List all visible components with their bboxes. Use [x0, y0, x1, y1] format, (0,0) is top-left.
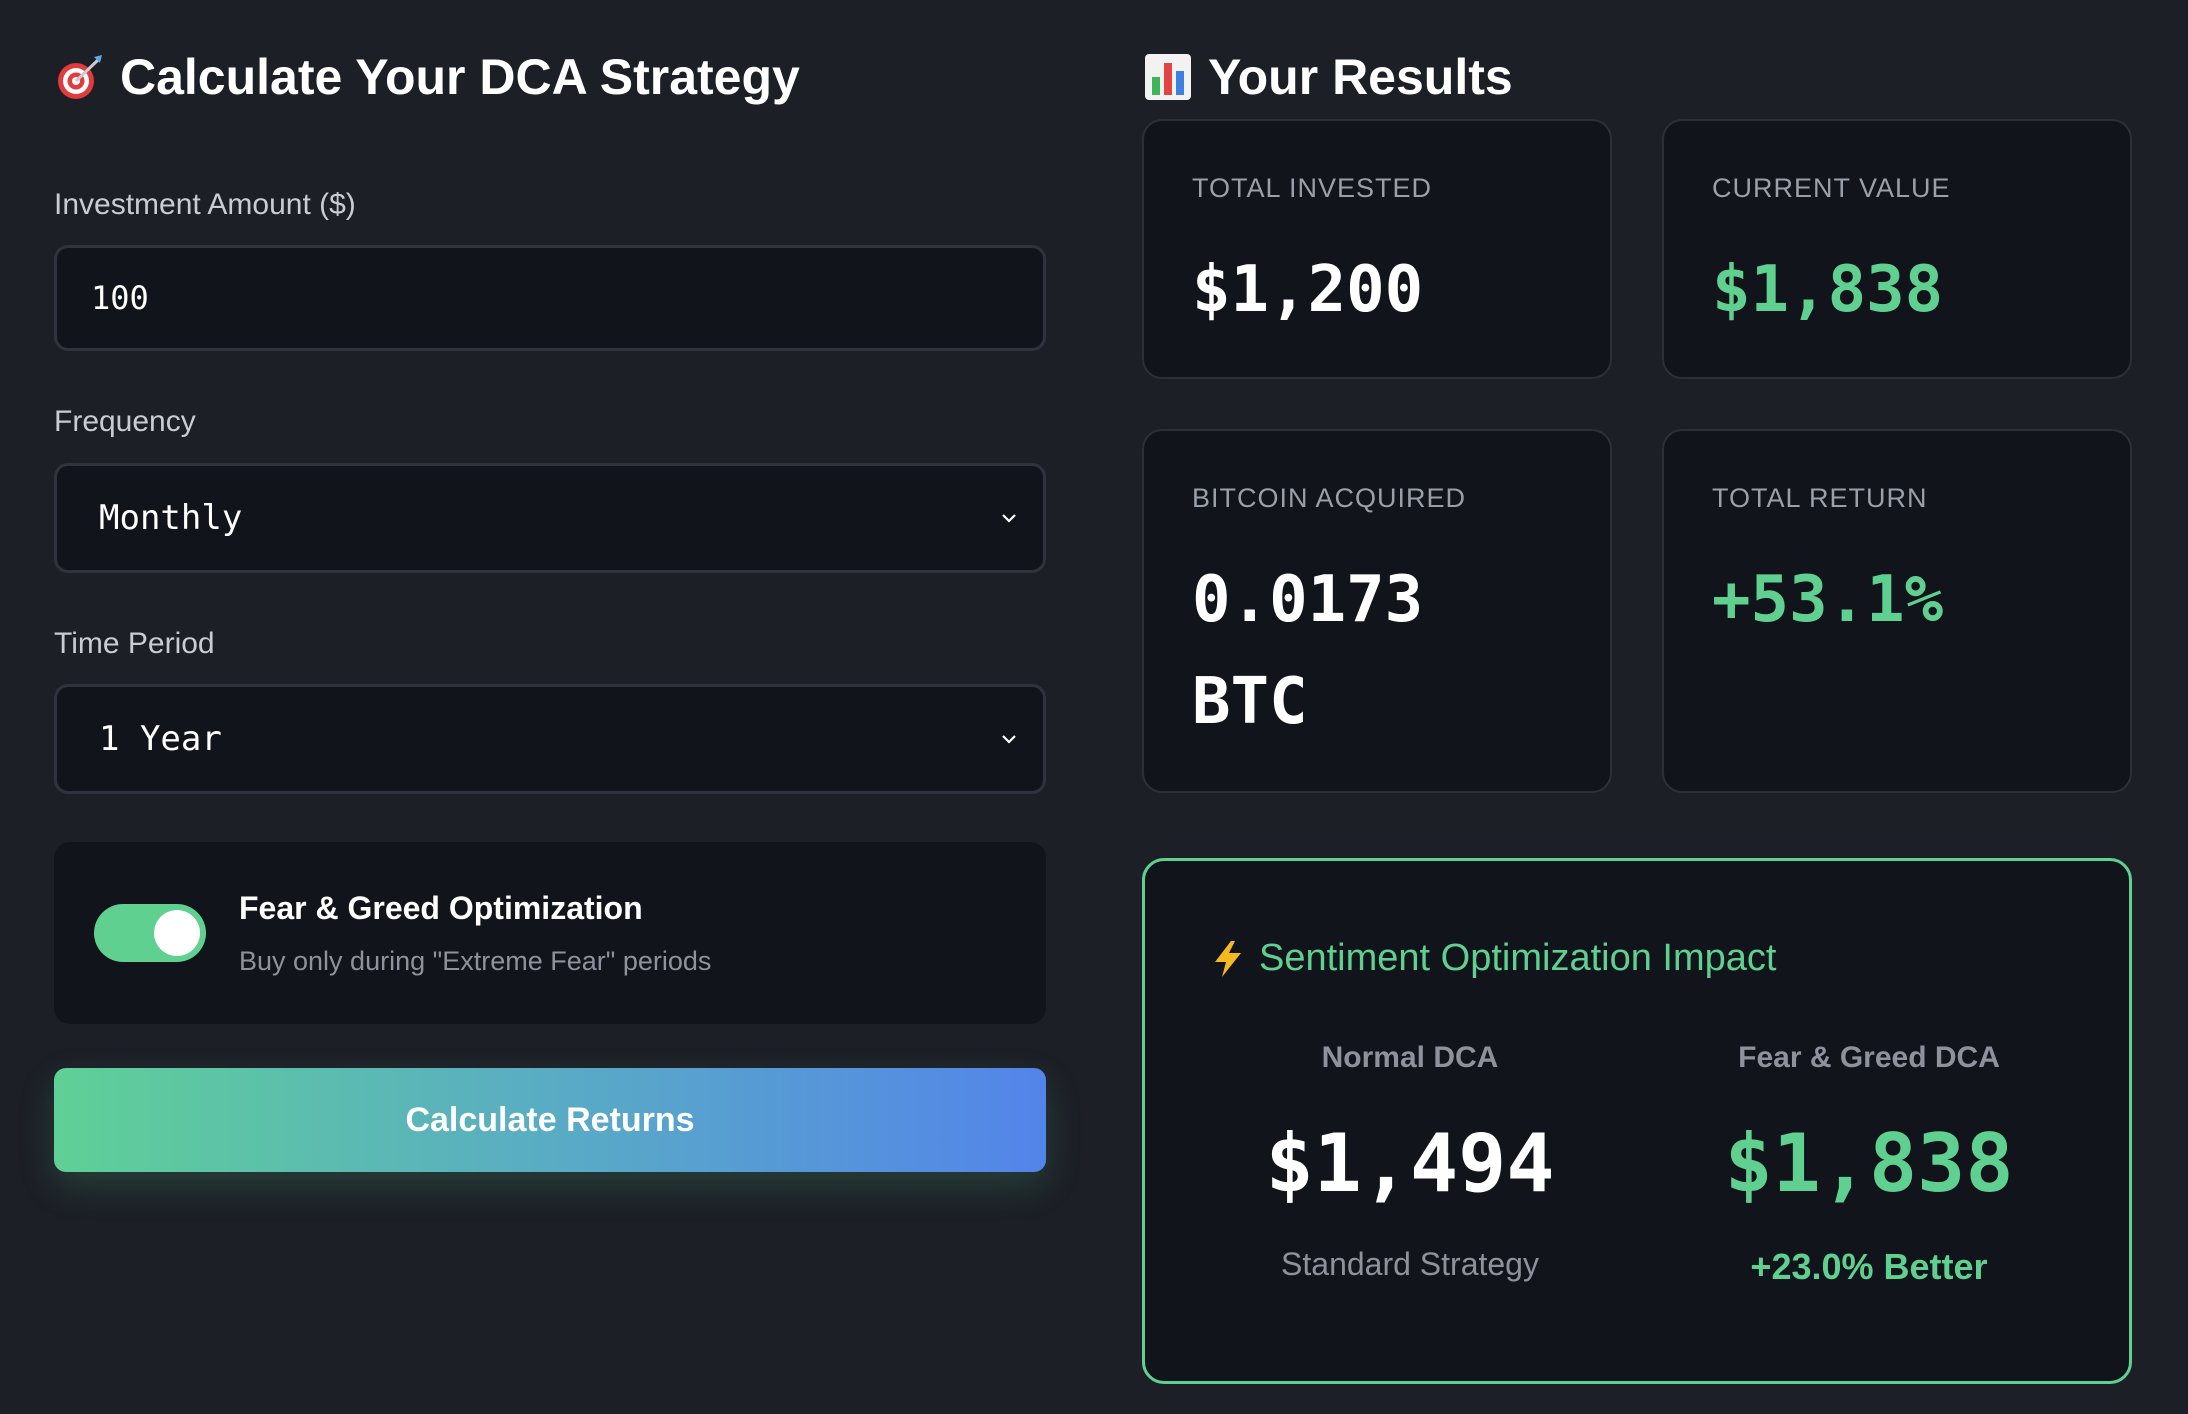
investment-amount-value: 100 — [91, 279, 149, 317]
normal-dca-value: $1,494 — [1265, 1117, 1555, 1210]
bar-chart-icon — [1145, 54, 1191, 100]
target-icon — [58, 55, 102, 99]
fear-greed-dca-column: Fear & Greed DCA $1,838 +23.0% Better — [1659, 1041, 2079, 1288]
fear-greed-toggle-subtitle: Buy only during "Extreme Fear" periods — [239, 946, 712, 976]
total-invested-card: TOTAL INVESTED $1,200 — [1142, 119, 1612, 379]
sentiment-impact-title-text: Sentiment Optimization Impact — [1259, 937, 1777, 979]
time-period-select[interactable]: 1 Year — [54, 684, 1046, 794]
calculate-returns-button[interactable]: Calculate Returns — [54, 1068, 1046, 1172]
time-period-selected-value: 1 Year — [99, 719, 222, 759]
time-period-label: Time Period — [54, 627, 215, 660]
results-title: Your Results — [1142, 48, 1513, 106]
total-return-value: +53.1% — [1712, 563, 1944, 637]
chevron-down-icon — [1002, 514, 1016, 523]
total-return-label: TOTAL RETURN — [1712, 483, 1928, 513]
fear-greed-toggle-title: Fear & Greed Optimization — [239, 890, 643, 926]
sentiment-impact-title: Sentiment Optimization Impact — [1211, 937, 1776, 980]
fear-greed-dca-improvement: +23.0% Better — [1750, 1246, 1988, 1287]
chevron-down-icon — [1002, 735, 1016, 744]
frequency-label: Frequency — [54, 405, 196, 438]
total-return-card: TOTAL RETURN +53.1% — [1662, 429, 2132, 793]
bitcoin-acquired-card: BITCOIN ACQUIRED 0.0173 BTC — [1142, 429, 1612, 793]
current-value-card: CURRENT VALUE $1,838 — [1662, 119, 2132, 379]
frequency-selected-value: Monthly — [99, 498, 243, 538]
normal-dca-column: Normal DCA $1,494 Standard Strategy — [1200, 1041, 1620, 1283]
fear-greed-dca-heading: Fear & Greed DCA — [1738, 1041, 2000, 1074]
fear-greed-option-card: Fear & Greed Optimization Buy only durin… — [54, 842, 1046, 1024]
current-value-label: CURRENT VALUE — [1712, 173, 1951, 203]
frequency-select[interactable]: Monthly — [54, 463, 1046, 573]
bitcoin-acquired-label: BITCOIN ACQUIRED — [1192, 483, 1467, 513]
results-title-text: Your Results — [1208, 49, 1513, 105]
investment-amount-input[interactable]: 100 — [54, 245, 1046, 351]
total-invested-value: $1,200 — [1192, 253, 1424, 327]
calculator-title-text: Calculate Your DCA Strategy — [120, 49, 800, 105]
current-value-value: $1,838 — [1712, 253, 1944, 327]
normal-dca-caption: Standard Strategy — [1281, 1246, 1539, 1282]
sentiment-impact-card: Sentiment Optimization Impact Normal DCA… — [1142, 858, 2132, 1384]
calculator-title: Calculate Your DCA Strategy — [54, 48, 800, 106]
fear-greed-toggle[interactable] — [94, 904, 206, 962]
bitcoin-acquired-value: 0.0173 BTC — [1192, 563, 1424, 739]
investment-amount-label: Investment Amount ($) — [54, 188, 356, 221]
normal-dca-heading: Normal DCA — [1321, 1041, 1499, 1074]
total-invested-label: TOTAL INVESTED — [1192, 173, 1433, 203]
lightning-icon — [1215, 940, 1241, 977]
fear-greed-dca-value: $1,838 — [1724, 1117, 2014, 1210]
toggle-knob — [154, 910, 200, 956]
